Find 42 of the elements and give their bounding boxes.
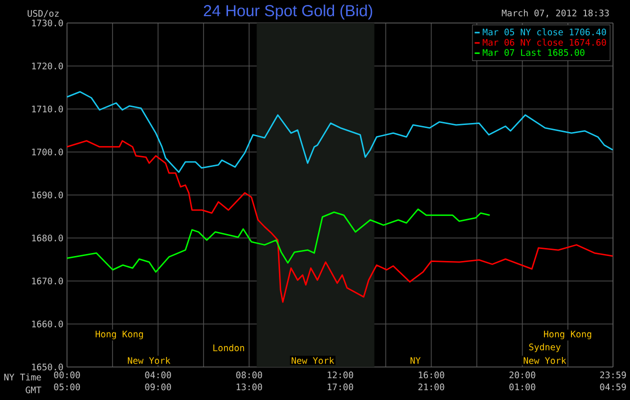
annotation: London (213, 344, 244, 352)
y-tick-label: 1670.0 (32, 278, 63, 284)
x2-tick-label: 04:59 (600, 384, 626, 390)
x2-axis-title: GMT (26, 386, 42, 394)
line-series (66, 208, 490, 273)
annotation: Sydney (529, 343, 561, 352)
x2-tick-label: 21:00 (418, 384, 444, 390)
x2-tick-label: 01:00 (509, 384, 536, 390)
y-tick-label: 1700.0 (32, 148, 63, 156)
annotation: Hong Kong (96, 330, 143, 340)
x-tick-label: 04:00 (145, 372, 171, 378)
legend-label: Mar 07 Last 1685.00 (482, 49, 584, 56)
y-tick-label: 1690.0 (32, 192, 63, 198)
y-tick-label: 1680.0 (32, 234, 63, 242)
y-tick-label: 1730.0 (32, 20, 63, 26)
line-series (66, 140, 614, 303)
x2-tick-label: 17:00 (328, 384, 354, 390)
y-tick-label: 1660.0 (32, 320, 63, 328)
chart-title: 24 Hour Spot Gold (Bid) (204, 4, 372, 20)
x-tick-label: 12:00 (328, 372, 354, 378)
annotation: Hong Kong (544, 330, 592, 340)
y-axis-title: USD/oz (28, 10, 59, 18)
y-tick-label: 1710.0 (32, 106, 63, 112)
x-tick-label: 00:00 (54, 372, 80, 378)
x2-tick-label: 09:00 (145, 384, 171, 390)
x2-tick-label: 05:00 (54, 384, 80, 390)
legend-label: Mar 06 NY close 1674.60 (482, 38, 606, 46)
legend-label: Mar 05 NY close 1706.40 (482, 28, 606, 36)
x-tick-label: 23:59 (600, 372, 626, 378)
annotation: New York (524, 356, 566, 364)
annotation: New York (292, 356, 334, 364)
x-axis-title: NY Time (4, 374, 41, 380)
annotation: New York (128, 356, 170, 364)
x-tick-label: 08:00 (236, 372, 262, 378)
chart-subtitle: March 07, 2012 18:33 (502, 9, 609, 18)
y-tick-label: 1720.0 (32, 62, 63, 70)
x2-tick-label: 13:00 (236, 384, 262, 390)
y-tick-label: 1650.0 (32, 364, 63, 370)
x-tick-label: 20:00 (510, 372, 536, 378)
x-tick-label: 16:00 (418, 372, 444, 378)
line-series (66, 91, 614, 173)
annotation: NY (410, 357, 421, 364)
